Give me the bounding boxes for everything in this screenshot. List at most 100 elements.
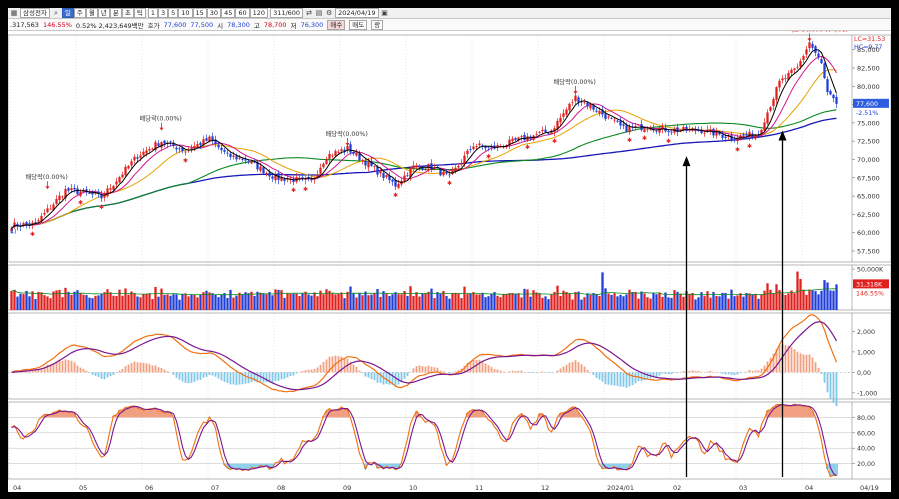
minute-button-1[interactable]: 1 xyxy=(147,8,158,18)
stoch-overbought-fill xyxy=(67,412,70,418)
volume-bar xyxy=(790,290,793,310)
minute-button-15[interactable]: 15 xyxy=(192,8,207,18)
stoch-oversold-fill xyxy=(265,463,268,466)
stock-name-field[interactable]: 삼성전자 xyxy=(20,8,50,18)
quote-bar: .317,563 146.55% 0.52% 2,423,649백만 호가 77… xyxy=(8,19,891,31)
stoch-overbought-fill xyxy=(52,412,55,418)
macd-oscillator-bar xyxy=(352,364,355,373)
candle-body xyxy=(214,139,217,144)
volume-bar xyxy=(769,289,772,310)
candle-body xyxy=(169,141,172,143)
month-label: 06 xyxy=(145,484,153,492)
minute-button-10[interactable]: 10 xyxy=(178,8,193,18)
date-field[interactable]: 2024/04/19 xyxy=(335,8,379,18)
macd-oscillator-bar xyxy=(661,372,664,374)
period-button-3[interactable]: 년 xyxy=(97,8,110,18)
period-button-5[interactable]: 초 xyxy=(121,8,134,18)
search-icon[interactable]: ⌕ xyxy=(53,9,58,17)
price-tick-label: 80,000 xyxy=(857,83,880,91)
stoch-overbought-fill xyxy=(136,407,139,418)
candle-body xyxy=(151,148,154,150)
candle-body xyxy=(589,104,592,109)
macd-oscillator-bar xyxy=(385,372,388,385)
volume-bar xyxy=(274,289,277,310)
stoch-overbought-fill xyxy=(49,414,52,418)
sell-button[interactable]: 매도 xyxy=(349,19,368,30)
period-button-6[interactable]: 틱 xyxy=(133,8,146,18)
volume-bar xyxy=(139,297,142,310)
stoch-overbought-fill xyxy=(805,406,808,418)
macd-oscillator-bar xyxy=(583,366,586,373)
ratio-amount: 0.52% 2,423,649백만 xyxy=(75,21,144,30)
volume-bar xyxy=(562,290,565,310)
price-tick-label: 72,500 xyxy=(857,138,880,146)
volume-bar xyxy=(124,288,127,310)
macd-oscillator-bar xyxy=(760,368,763,373)
volume-bar xyxy=(217,297,220,310)
volume-bar xyxy=(535,292,538,310)
period-button-1[interactable]: 주 xyxy=(73,8,86,18)
stoch-overbought-fill xyxy=(799,405,802,418)
volume-bar xyxy=(382,291,385,310)
count-display[interactable]: 311/600 xyxy=(270,8,304,18)
macd-oscillator-bar xyxy=(424,366,427,373)
minute-button-60[interactable]: 60 xyxy=(235,8,250,18)
minute-button-5[interactable]: 5 xyxy=(168,8,179,18)
candle-body xyxy=(229,153,232,158)
chart-icon[interactable]: ▦ xyxy=(10,9,18,17)
stoch-oversold-fill xyxy=(601,463,604,469)
candle-body xyxy=(736,138,739,142)
candle-body xyxy=(94,193,97,194)
volume-bar xyxy=(307,294,310,310)
candle-body xyxy=(355,152,358,156)
minute-button-3[interactable]: 3 xyxy=(157,8,169,18)
candle-body xyxy=(616,120,619,122)
candle-body xyxy=(274,174,277,181)
minute-button-45[interactable]: 45 xyxy=(221,8,236,18)
settings-icon[interactable]: ⚙ xyxy=(325,9,333,17)
tail-button[interactable]: 랑 xyxy=(371,19,384,30)
candle-body xyxy=(835,96,838,104)
candle-body xyxy=(67,188,70,191)
macd-oscillator-bar xyxy=(709,370,712,373)
period-button-0[interactable]: 일 xyxy=(61,8,74,18)
candle-body xyxy=(673,129,676,133)
macd-oscillator-bar xyxy=(778,345,781,373)
current-price-label: 77,600 xyxy=(856,101,878,108)
minute-button-120[interactable]: 120 xyxy=(249,8,269,18)
macd-oscillator-bar xyxy=(484,363,487,373)
calendar-icon[interactable]: ▣ xyxy=(381,9,388,17)
candle-body xyxy=(772,98,775,107)
ma60-line xyxy=(11,109,837,230)
stoch-oversold-fill xyxy=(604,463,607,468)
candle-body xyxy=(823,63,826,79)
macd-oscillator-bar xyxy=(517,370,520,373)
volume-bar xyxy=(715,295,718,310)
volume-bar xyxy=(763,290,766,310)
candle-body xyxy=(163,140,166,144)
volume-bar xyxy=(208,292,211,310)
volume-bar xyxy=(205,290,208,310)
candle-body xyxy=(682,126,685,131)
macd-tick-label: 2,000 xyxy=(857,329,875,336)
volume-bar xyxy=(508,293,511,310)
candle-body xyxy=(535,134,538,136)
macd-oscillator-bar xyxy=(715,371,718,373)
minute-button-30[interactable]: 30 xyxy=(206,8,222,18)
pivot-marker: ✱ xyxy=(747,143,752,150)
grid-icon[interactable]: ▤ xyxy=(315,9,323,17)
volume-bar xyxy=(589,294,592,310)
macd-oscillator-bar xyxy=(454,371,457,373)
period-button-2[interactable]: 월 xyxy=(85,8,98,18)
period-button-4[interactable]: 분 xyxy=(109,8,122,18)
sync-icon[interactable]: ⇄ xyxy=(306,9,313,17)
buy-button[interactable]: 매수 xyxy=(327,19,346,30)
macd-oscillator-bar xyxy=(220,372,223,381)
volume-bar xyxy=(247,293,250,310)
macd-oscillator-bar xyxy=(277,372,280,381)
macd-oscillator-bar xyxy=(193,372,196,382)
volume-bar xyxy=(622,296,625,310)
volume-bar xyxy=(439,293,442,310)
macd-oscillator-bar xyxy=(688,370,691,373)
macd-oscillator-bar xyxy=(70,360,73,373)
